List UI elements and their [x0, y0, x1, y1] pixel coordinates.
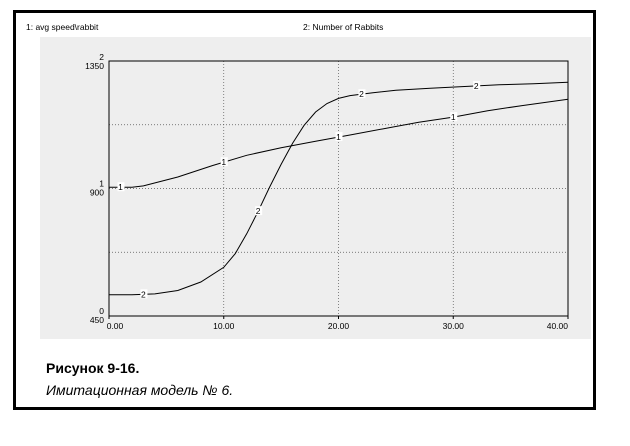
series-1-marker-bg [117, 182, 125, 192]
y2-label-max: 1350 [85, 61, 104, 71]
y2-label-min: 450 [90, 315, 104, 325]
caption-subtitle: Имитационная модель № 6. [46, 382, 234, 398]
series-1-marker: 1 [451, 112, 456, 122]
series-1-marker-bg [220, 157, 228, 167]
grid [109, 61, 568, 316]
caption-title: Рисунок 9-16. [46, 360, 140, 376]
y1-label-max: 2 [99, 52, 104, 62]
chart-background [40, 37, 591, 339]
series-2-header: 2: Number of Rabbits [303, 22, 383, 32]
series-1-marker: 1 [336, 132, 341, 142]
x-tick-label: 0.00 [107, 321, 124, 331]
series-lines: 1 1 1 1 2 2 2 2 [109, 80, 569, 299]
series-1-marker-bg [450, 112, 458, 122]
series-2-marker-bg [140, 289, 148, 299]
x-tick-label: 20.00 [328, 321, 350, 331]
series-2-marker: 2 [141, 289, 146, 299]
series-2-marker: 2 [256, 206, 261, 216]
series-2-marker: 2 [474, 81, 479, 91]
series-1-marker: 1 [221, 157, 226, 167]
series-2-marker-bg [473, 80, 481, 90]
series-1-marker-bg [335, 132, 343, 142]
series-2-marker-bg [358, 89, 366, 99]
series-2-line [109, 81, 569, 296]
line-chart: 1: avg speed\rabbit 2: Number of Rabbits… [26, 22, 569, 331]
series-1-marker: 1 [118, 182, 123, 192]
figure-frame: 1: avg speed\rabbit 2: Number of Rabbits… [13, 10, 596, 410]
x-tick-label: 40.00 [547, 321, 569, 331]
y1-label-mid: 1 [99, 179, 104, 189]
series-2-marker: 2 [359, 89, 364, 99]
y2-label-mid: 900 [90, 188, 104, 198]
x-tick-label: 30.00 [443, 321, 465, 331]
series-1-header: 1: avg speed\rabbit [26, 22, 99, 32]
series-1-line [109, 98, 569, 188]
series-2-marker-bg [255, 206, 263, 216]
x-tick-label: 10.00 [213, 321, 235, 331]
y1-label-min: 0 [99, 306, 104, 316]
